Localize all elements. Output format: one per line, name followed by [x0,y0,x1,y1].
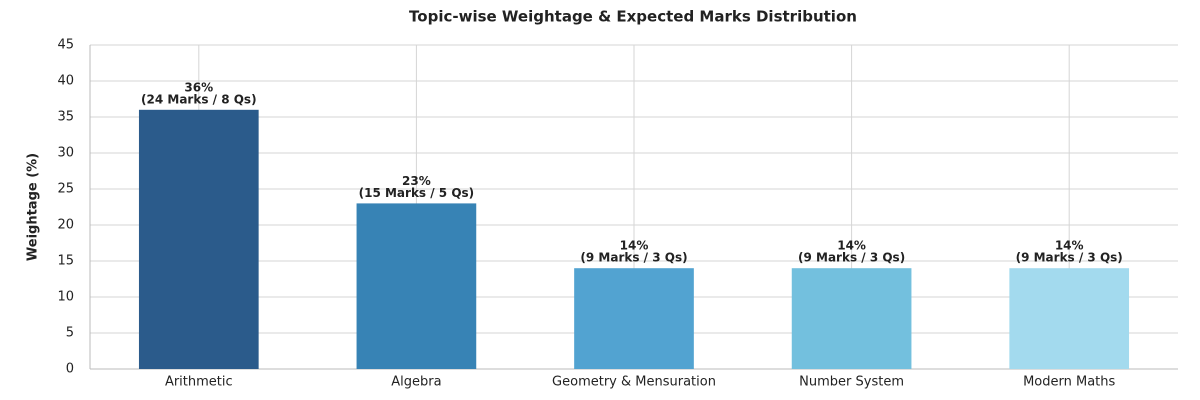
value-label: 36% [184,80,213,94]
value-detail: (24 Marks / 8 Qs) [141,92,257,106]
value-detail: (15 Marks / 5 Qs) [359,186,475,200]
value-detail: (9 Marks / 3 Qs) [1016,251,1123,265]
x-tick-label: Modern Maths [1023,375,1115,390]
bar [138,109,259,370]
chart-title: Topic-wise Weightage & Expected Marks Di… [409,8,857,26]
value-label: 14% [837,239,866,253]
y-tick-label: 45 [57,38,74,53]
y-tick-label: 15 [57,254,74,269]
value-label: 14% [1055,239,1084,253]
y-tick-label: 5 [66,326,74,341]
x-tick-label: Arithmetic [165,375,233,390]
y-tick-label: 35 [57,110,74,125]
bar [1009,268,1130,369]
value-label: 14% [620,239,649,253]
y-tick-label: 20 [57,218,74,233]
value-detail: (9 Marks / 3 Qs) [580,251,687,265]
y-tick-label: 10 [57,290,74,305]
bar [791,268,912,369]
bar [356,203,477,369]
y-tick-label: 30 [57,146,74,161]
x-tick-label: Algebra [391,375,441,390]
y-tick-label: 0 [66,362,74,377]
value-label: 23% [402,174,431,188]
x-tick-label: Number System [799,375,904,390]
x-tick-label: Geometry & Mensuration [552,375,716,390]
y-tick-label: 25 [57,182,74,197]
y-tick-label: 40 [57,74,74,89]
y-axis-label: Weightage (%) [26,153,41,261]
bar [574,268,694,369]
value-detail: (9 Marks / 3 Qs) [798,251,905,265]
